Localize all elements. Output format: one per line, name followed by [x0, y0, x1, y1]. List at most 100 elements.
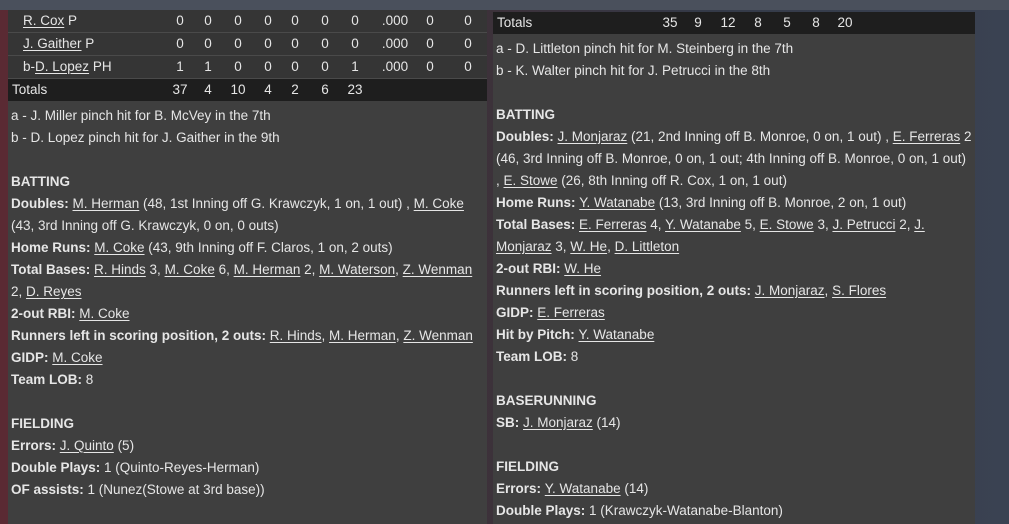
stat-text: , [395, 262, 403, 277]
notes-line: Doubles: J. Monjaraz (21, 2nd Inning off… [496, 126, 972, 192]
player-link[interactable]: E. Ferreras [537, 305, 605, 320]
player-link[interactable]: Y. Watanabe [665, 217, 741, 232]
player-link[interactable]: M. Herman [329, 328, 396, 343]
player-link[interactable]: M. Coke [94, 240, 145, 255]
player-link[interactable]: M. Herman [233, 262, 301, 277]
stat-label: FIELDING [496, 459, 559, 474]
notes-line: Double Plays: 1 (Krawczyk-Watanabe-Blant… [496, 500, 972, 522]
stat-text: (43, 9th Inning off F. Claros, 1 on, 2 o… [144, 240, 393, 255]
stat-text: (48, 1st Inning off G. Krawczyk, 1 on, 1… [139, 196, 414, 211]
player-link[interactable]: W. He [564, 261, 602, 276]
notes-line: a - D. Littleton pinch hit for M. Steinb… [496, 38, 972, 60]
notes-line: OF assists: 1 (Nunez(Stowe at 3rd base)) [11, 479, 484, 501]
notes-line: FIELDING [11, 413, 484, 435]
stat-text: (14) [592, 415, 621, 430]
player-link[interactable]: Z. Wenman [402, 262, 473, 277]
player-link[interactable]: M. Coke [79, 306, 130, 321]
player-link[interactable]: S. Flores [832, 283, 887, 298]
player-link[interactable]: M. Coke [413, 196, 464, 211]
player-link[interactable]: M. Waterson [319, 262, 396, 277]
player-link[interactable]: W. He [570, 239, 608, 254]
notes-line: BATTING [11, 171, 484, 193]
stat-text: (43, 3rd Inning off G. Krawczyk, 0 on, 0… [11, 218, 279, 233]
stat-cell: .000 [381, 59, 409, 74]
player-link[interactable]: E. Stowe [503, 173, 558, 188]
player-link[interactable]: Y. Watanabe [579, 195, 656, 210]
notes-line [11, 391, 484, 413]
stat-cell: 0 [321, 36, 329, 51]
stat-text: 8 [85, 372, 94, 387]
player-link[interactable]: D. Reyes [26, 284, 82, 299]
stat-cell: 0 [264, 13, 272, 28]
stat-cell: 0 [351, 13, 359, 28]
player-link[interactable]: R. Hinds [94, 262, 146, 277]
notes-line: Home Runs: M. Coke (43, 9th Inning off F… [11, 237, 484, 259]
stat-cell: 0 [291, 13, 299, 28]
stat-cell: 20 [837, 15, 853, 30]
stat-label: 2-out RBI: [11, 306, 80, 321]
notes-line: b - K. Walter pinch hit for J. Petrucci … [496, 60, 972, 82]
notes-line: Team LOB: 8 [11, 369, 484, 391]
stat-label: SB: [496, 415, 523, 430]
player-link[interactable]: Z. Wenman [403, 328, 473, 343]
notes-line: Team LOB: 8 [496, 346, 972, 368]
stat-label: Hit by Pitch: [496, 327, 579, 342]
player-link[interactable]: J. Quinto [59, 438, 114, 453]
stat-label: Home Runs: [11, 240, 95, 255]
game-notes: a - J. Miller pinch hit for B. McVey in … [8, 101, 487, 501]
stat-label: Runners left in scoring position, 2 outs… [496, 283, 755, 298]
position-label: P [85, 36, 95, 51]
player-link[interactable]: R. Cox [23, 13, 65, 28]
player-link[interactable]: M. Coke [52, 350, 103, 365]
stat-text: 1 (Nunez(Stowe at 3rd base)) [87, 482, 265, 497]
totals-label: Totals [497, 15, 533, 30]
player-link[interactable]: Y. Watanabe [578, 327, 655, 342]
notes-line [496, 434, 972, 456]
player-link[interactable]: R. Hinds [269, 328, 322, 343]
player-link[interactable]: J. Monjaraz [557, 129, 628, 144]
stat-label: BASERUNNING [496, 393, 597, 408]
stat-cell: 0 [234, 59, 242, 74]
stat-cell: 8 [754, 15, 762, 30]
player-link[interactable]: J. Monjaraz [496, 217, 925, 254]
player-link[interactable]: Y. Watanabe [544, 481, 621, 496]
player-link[interactable]: D. Littleton [614, 239, 680, 254]
stat-cell: .000 [381, 36, 409, 51]
player-link[interactable]: M. Coke [164, 262, 215, 277]
stat-cell: 0 [291, 36, 299, 51]
player-link[interactable]: M. Herman [72, 196, 140, 211]
stat-text: 8 [570, 349, 579, 364]
notes-line: Errors: Y. Watanabe (14) [496, 478, 972, 500]
player-link[interactable]: J. Monjaraz [754, 283, 825, 298]
player-link[interactable]: E. Ferreras [892, 129, 961, 144]
notes-line: Total Bases: R. Hinds 3, M. Coke 6, M. H… [11, 259, 484, 303]
stat-label: GIDP: [11, 350, 53, 365]
stat-cell: 0 [234, 36, 242, 51]
notes-line: GIDP: E. Ferreras [496, 302, 972, 324]
stat-cell: 37 [172, 82, 188, 97]
stat-cell: 0 [234, 13, 242, 28]
player-link[interactable]: E. Stowe [759, 217, 814, 232]
stat-label: Double Plays: [496, 503, 590, 518]
stat-cell: 9 [694, 15, 702, 30]
stat-text: 3, [145, 262, 165, 277]
notes-line: Errors: J. Quinto (5) [11, 435, 484, 457]
player-link[interactable]: J. Gaither [23, 36, 82, 51]
player-link[interactable]: J. Petrucci [832, 217, 896, 232]
stat-cell: 23 [347, 82, 363, 97]
notes-line [11, 149, 484, 171]
notes-line: Total Bases: E. Ferreras 4, Y. Watanabe … [496, 214, 972, 258]
stat-label: Errors: [496, 481, 545, 496]
notes-line: b - D. Lopez pinch hit for J. Gaither in… [11, 127, 484, 149]
stat-text: (21, 2nd Inning off B. Monroe, 0 on, 1 o… [627, 129, 893, 144]
player-link[interactable]: E. Ferreras [579, 217, 647, 232]
player-link[interactable]: D. Lopez [35, 59, 90, 74]
notes-line: 2-out RBI: M. Coke [11, 303, 484, 325]
player-link[interactable]: J. Monjaraz [523, 415, 593, 430]
stat-cell: 0 [321, 59, 329, 74]
stat-cell: 1 [176, 59, 184, 74]
stat-text: , [824, 283, 833, 298]
position-label: P [68, 13, 78, 28]
totals-row: Totals 35 9 12 8 5 8 20 [493, 12, 975, 34]
